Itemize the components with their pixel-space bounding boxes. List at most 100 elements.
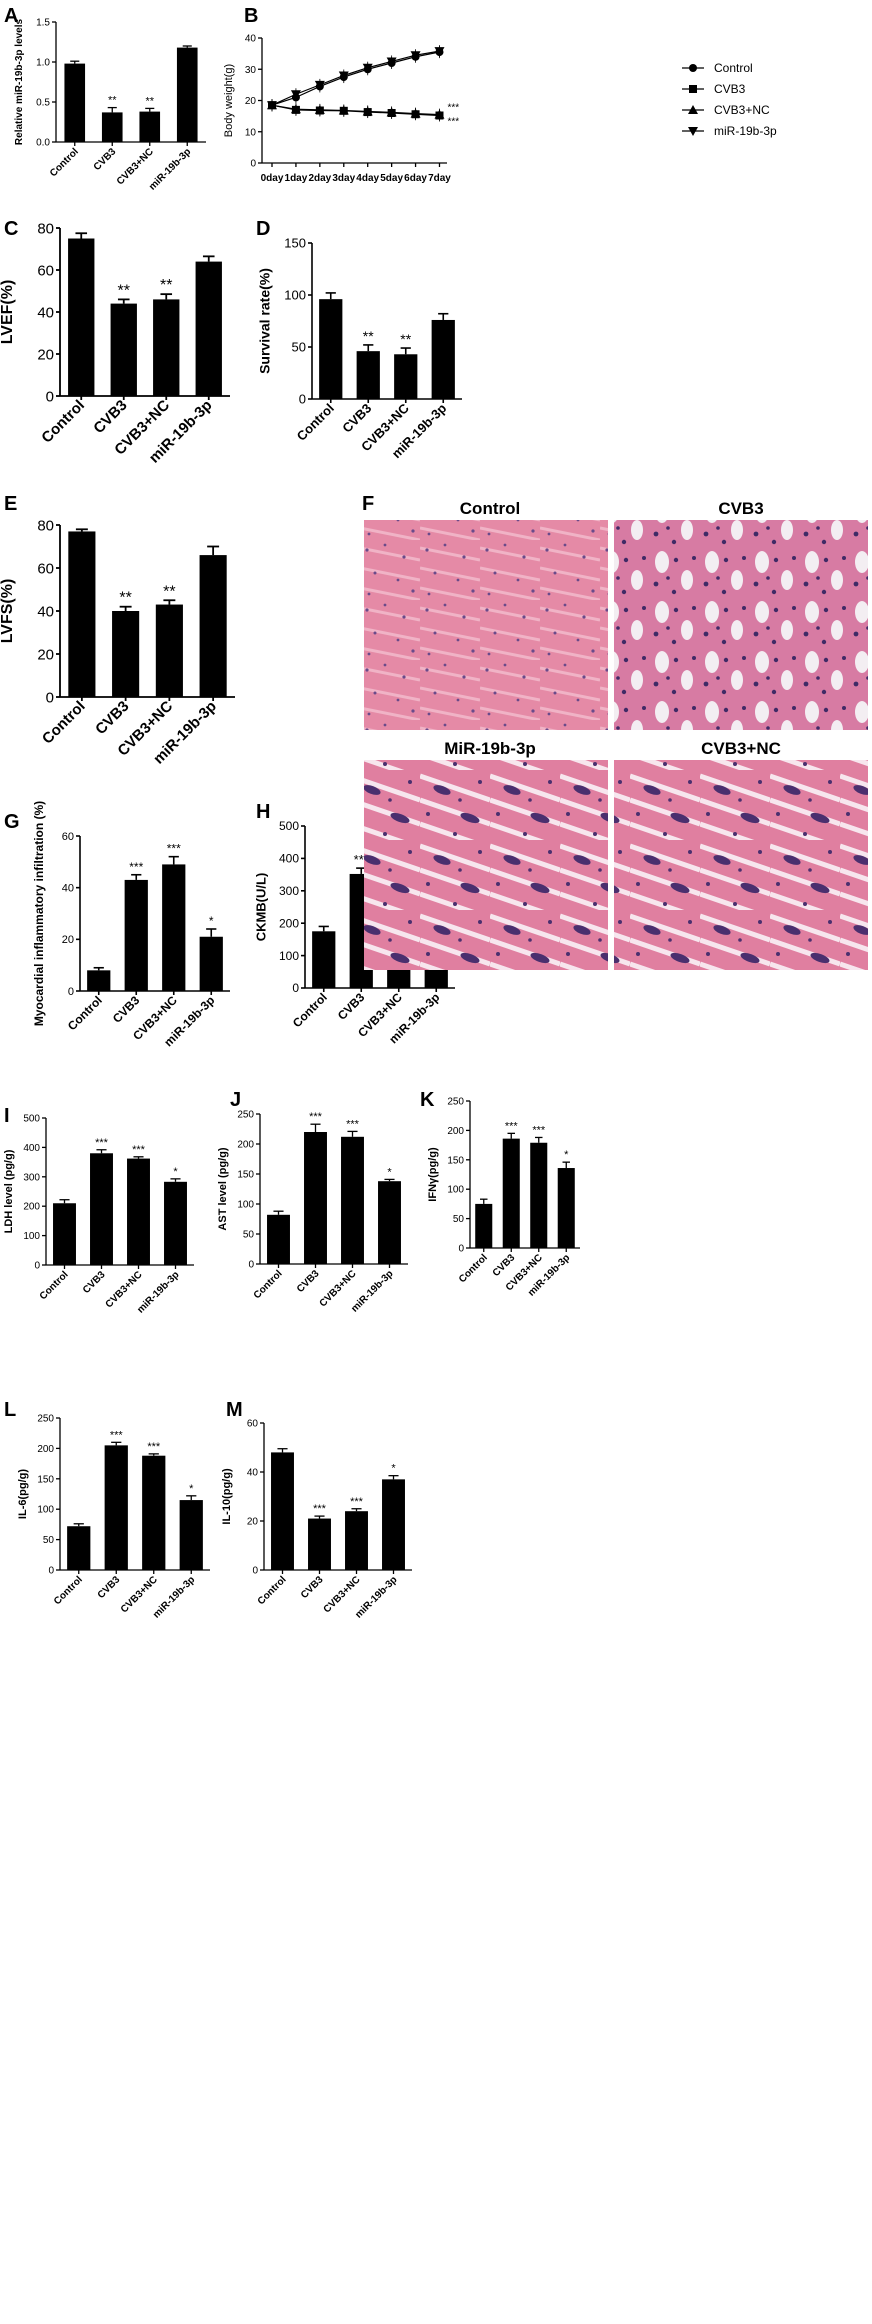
y-tick-label: 60 — [37, 262, 54, 279]
x-category-label: Control — [457, 1252, 490, 1285]
x-category-label: Control — [48, 146, 81, 179]
y-tick-label: 40 — [245, 34, 257, 45]
y-tick-label: 50 — [292, 340, 306, 355]
point-marker — [314, 104, 325, 114]
he-caption: MiR-19b-3p — [444, 739, 536, 758]
panel-k: 050100150200250Control***CVB3***CVB3+NC*… — [427, 1097, 580, 1299]
y-tick-label: 0 — [46, 689, 54, 706]
y-tick-label: 100 — [23, 1231, 40, 1242]
y-tick-label: 0 — [458, 1244, 464, 1255]
panel-label-i: I — [4, 1105, 10, 1127]
point-marker — [338, 71, 349, 81]
bar-cvb3 — [112, 611, 140, 697]
panel-label-a: A — [4, 5, 18, 27]
y-tick-label: 150 — [37, 1474, 54, 1485]
bar-cvb3 — [101, 112, 123, 142]
panel-l: 050100150200250Control***CVB3***CVB3+NC*… — [17, 1414, 210, 1621]
he-caption: CVB3 — [718, 499, 763, 518]
x-category-label: CVB3 — [96, 1574, 123, 1601]
y-tick-label: 40 — [247, 1468, 259, 1479]
y-axis-label: Survival rate(%) — [257, 268, 273, 374]
y-tick-label: 150 — [284, 236, 306, 251]
bar-control — [67, 1526, 91, 1570]
y-tick-label: 0.0 — [36, 138, 50, 149]
bar-cvb3-nc — [142, 1455, 166, 1570]
y-tick-label: 100 — [284, 288, 306, 303]
y-tick-label: 100 — [237, 1200, 254, 1211]
x-tick-label: 4day — [356, 173, 379, 184]
point-marker — [362, 106, 373, 116]
y-tick-label: 0 — [248, 1260, 254, 1271]
y-axis-label: LVFS(%) — [0, 579, 16, 644]
he-image-cvb3-nc — [614, 760, 868, 970]
bar-cvb3 — [502, 1138, 520, 1248]
y-tick-label: 10 — [245, 127, 257, 138]
significance-label: *** — [346, 1118, 360, 1130]
panel-d: 050100150Control**CVB3**CVB3+NCmiR-19b-3… — [257, 236, 462, 461]
significance-label: ** — [363, 328, 374, 344]
panel-a: 0.00.51.01.5Control**CVB3**CVB3+NCmiR-19… — [14, 18, 206, 193]
y-tick-label: 60 — [247, 1419, 259, 1430]
y-tick-label: 20 — [247, 1517, 259, 1528]
x-category-label: CVB3 — [339, 401, 374, 436]
he-image-cvb3 — [614, 520, 868, 730]
bar-cvb3 — [110, 303, 137, 396]
y-tick-label: 250 — [447, 1097, 464, 1108]
significance-label: * — [391, 1463, 396, 1475]
bar-control — [312, 931, 336, 988]
x-tick-label: 6day — [404, 173, 427, 184]
y-tick-label: 40 — [37, 603, 54, 620]
point-marker — [434, 47, 445, 57]
x-category-label: CVB3 — [92, 698, 132, 738]
panel-m: 0204060Control***CVB3***CVB3+NC*miR-19b-… — [221, 1419, 412, 1621]
y-axis-label: Myocardial inflammatory infiltration (%) — [32, 801, 46, 1026]
bar-cvb3 — [356, 351, 380, 399]
x-category-label: Control — [294, 401, 337, 444]
y-tick-label: 50 — [453, 1214, 465, 1225]
bar-mir-19b-3p — [199, 936, 223, 991]
he-caption: CVB3+NC — [701, 739, 781, 758]
series-line-mir-19b-3p — [271, 50, 440, 106]
x-category-label: Control — [65, 993, 105, 1033]
y-tick-label: 20 — [245, 96, 257, 107]
x-category-label: Control — [52, 1574, 85, 1607]
bar-control — [475, 1203, 493, 1248]
bar-cvb3-nc — [394, 354, 418, 399]
panel-label-h: H — [256, 801, 270, 823]
y-tick-label: 60 — [37, 560, 54, 577]
x-category-label: Control — [256, 1574, 289, 1607]
significance-label: * — [173, 1166, 178, 1178]
y-tick-label: 250 — [237, 1110, 254, 1121]
x-category-label: CVB3 — [295, 1268, 322, 1295]
y-tick-label: 1.5 — [36, 18, 50, 29]
significance-label: ** — [145, 95, 154, 107]
x-category-label: Control — [252, 1268, 285, 1301]
significance-label: *** — [532, 1124, 546, 1136]
y-tick-label: 0 — [292, 981, 299, 995]
panel-i: 0100200300400500Control***CVB3***CVB3+NC… — [3, 1114, 194, 1316]
bar-control — [68, 238, 95, 396]
bar-cvb3-nc — [345, 1511, 368, 1570]
significance-label: *** — [147, 1441, 161, 1453]
y-tick-label: 40 — [37, 304, 54, 321]
significance-label: *** — [95, 1137, 109, 1149]
panel-label-c: C — [4, 218, 18, 240]
significance-label: *** — [129, 860, 143, 874]
y-tick-label: 20 — [62, 934, 74, 946]
x-category-label: Control — [38, 1269, 71, 1302]
x-category-label: CVB3 — [81, 1269, 108, 1296]
y-axis-label: LDH level (pg/g) — [3, 1149, 15, 1233]
significance-label: * — [387, 1166, 392, 1178]
bar-cvb3 — [104, 1445, 128, 1570]
significance-label: *** — [447, 117, 459, 128]
point-marker — [410, 108, 421, 118]
bar-control — [64, 63, 86, 142]
x-tick-label: 1day — [285, 173, 308, 184]
y-tick-label: 200 — [237, 1140, 254, 1151]
legend-entry: miR-19b-3p — [714, 124, 777, 138]
x-category-label: CVB3 — [110, 993, 143, 1026]
bar-cvb3-nc — [341, 1136, 364, 1264]
y-axis-label: LVEF(%) — [0, 280, 16, 345]
y-tick-label: 500 — [279, 819, 299, 833]
bar-cvb3-nc — [530, 1142, 548, 1248]
